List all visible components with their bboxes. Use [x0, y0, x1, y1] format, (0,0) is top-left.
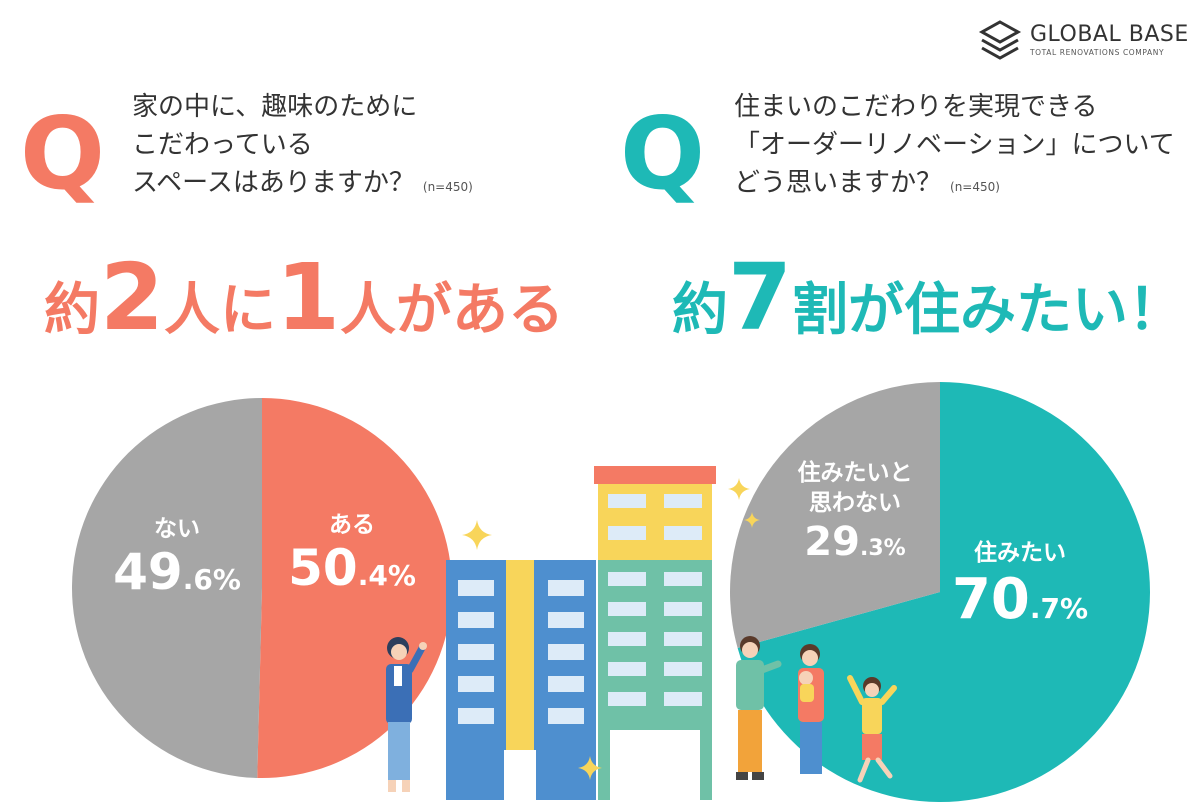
- question-right-line-3: どう思いますか？ (n=450): [734, 164, 1175, 206]
- tall-building-roof: [594, 466, 716, 484]
- slice-label-not-want-1: 住みたいと: [797, 460, 913, 486]
- slice-pct-nai-dec: .6%: [182, 563, 241, 596]
- headline-right-num: 7: [728, 244, 793, 351]
- question-right-line-3-text: どう思いますか？: [734, 168, 943, 198]
- slice-pct-not-want-int: 29: [804, 519, 860, 565]
- logo-name: GLOBAL BASE: [1030, 22, 1189, 47]
- slice-pct-want-int: 70: [951, 567, 1030, 632]
- pie-slice-want: [737, 382, 1150, 802]
- slice-label-want: 住みたい: [974, 540, 1066, 566]
- headline-left-prefix: 約: [44, 278, 100, 343]
- q-mark-left: Q: [20, 95, 106, 212]
- question-right-line-2: 「オーダーリノベーション」について: [734, 130, 1175, 160]
- logo-tagline: TOTAL RENOVATIONS COMPANY: [1030, 48, 1165, 57]
- headline-left-suffix: 人がある: [340, 278, 565, 343]
- headline-left-num2: 1: [276, 244, 341, 351]
- question-left-line-2: こだわっている: [132, 130, 313, 160]
- sparkle-icon: [462, 520, 492, 550]
- tall-building-windows: [608, 494, 702, 706]
- slice-pct-aru: 50.4%: [282, 540, 422, 604]
- slice-pct-not-want-dec: .3%: [859, 536, 906, 561]
- slice-pct-want-dec: .7%: [1029, 592, 1089, 625]
- slice-pct-aru-int: 50: [288, 539, 358, 597]
- sample-size-left: (n=450): [422, 180, 473, 194]
- woman-illustration: [386, 637, 427, 792]
- sparkle-icon: [744, 512, 760, 528]
- sample-size-right: (n=450): [950, 180, 1000, 194]
- slice-pct-nai-int: 49: [113, 543, 183, 601]
- pie-right-label-no: 住みたいと 思わない 29.3%: [790, 458, 920, 573]
- question-right: 住まいのこだわりを実現できる 「オーダーリノベーション」について どう思いますか…: [734, 88, 1175, 206]
- pie-slice-not-want: [730, 382, 940, 649]
- company-logo: GLOBAL BASE TOTAL RENOVATIONS COMPANY: [978, 20, 1190, 60]
- headline-left-mid: 人に: [164, 278, 277, 343]
- pie-left-label-yes: ある 50.4%: [282, 510, 422, 604]
- headline-left: 約2人に1人がある: [44, 252, 564, 344]
- question-left-line-3: スペースはありますか？ (n=450): [132, 164, 473, 206]
- tall-building-entrance: [610, 730, 700, 800]
- question-left-line-3-text: スペースはありますか？: [132, 168, 415, 198]
- slice-pct-aru-dec: .4%: [357, 559, 416, 592]
- buildings-illustration: [446, 466, 716, 800]
- pie-right-label-yes: 住みたい 70.7%: [940, 538, 1100, 641]
- slice-pct-want: 70.7%: [940, 568, 1100, 641]
- question-right-line-1: 住まいのこだわりを実現できる: [734, 92, 1098, 122]
- headline-right-suffix: 割が住みたい！: [792, 278, 1185, 343]
- pie-slice-nai: [71, 398, 262, 778]
- stacked-layers-icon: [978, 20, 1022, 60]
- family-illustration: [736, 636, 897, 783]
- q-mark-right: Q: [620, 95, 706, 212]
- sparkle-icon: [728, 478, 750, 500]
- headline-right: 約7割が住みたい！: [672, 252, 1184, 344]
- slice-pct-nai: 49.6%: [112, 544, 242, 608]
- slice-label-aru: ある: [329, 512, 375, 538]
- headline-right-prefix: 約: [672, 278, 728, 343]
- blue-building-door: [504, 750, 536, 800]
- sparkle-icon: [578, 756, 602, 780]
- question-left-line-1: 家の中に、趣味のために: [132, 92, 418, 122]
- slice-label-not-want-2: 思わない: [809, 490, 901, 516]
- question-left: 家の中に、趣味のために こだわっている スペースはありますか？ (n=450): [132, 88, 473, 206]
- pie-left-label-no: ない 49.6%: [112, 514, 242, 608]
- headline-left-num1: 2: [100, 244, 165, 351]
- slice-label-nai: ない: [154, 516, 200, 542]
- blue-building-windows: [458, 580, 584, 724]
- slice-pct-not-want: 29.3%: [790, 518, 920, 573]
